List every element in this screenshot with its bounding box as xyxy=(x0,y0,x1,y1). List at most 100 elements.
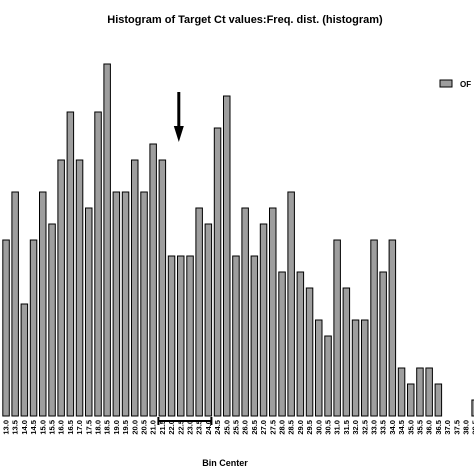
x-tick-label: 23.0 xyxy=(186,420,195,435)
x-tick-label: 13.5 xyxy=(11,420,20,435)
bar-29.0 xyxy=(296,271,305,417)
bar-32.0 xyxy=(351,319,360,417)
x-tick-label: 36.5 xyxy=(434,420,443,435)
x-tick-label: 24.5 xyxy=(213,420,222,435)
chart-title: Histogram of Target Ct values:Freq. dist… xyxy=(107,14,383,26)
bar-28.0 xyxy=(278,271,286,417)
bar-35.5 xyxy=(416,367,424,417)
bar-16.5 xyxy=(66,111,75,417)
x-tick-label: 38.5 xyxy=(471,420,474,435)
x-tick-label: 27.5 xyxy=(268,420,277,435)
x-tick-label: 24.0 xyxy=(204,420,213,435)
bar-31.5 xyxy=(342,287,351,417)
x-tick-label: 19.5 xyxy=(121,420,130,435)
bar-18.0 xyxy=(94,111,102,417)
x-tick-label: 17.0 xyxy=(75,420,84,435)
x-tick-labels: 13.0 13.5 14.0 14.5 15.0 15.5 16.0 16.5 17.0 17.5… xyxy=(2,420,474,435)
x-tick-label: 22.5 xyxy=(176,420,185,435)
bar-23.5 xyxy=(195,207,203,417)
x-tick-label: 35.0 xyxy=(406,420,415,435)
bar-32.5 xyxy=(361,319,369,417)
bar-36.0 xyxy=(425,367,433,417)
x-tick-label: 20.0 xyxy=(130,420,139,435)
bar-22.0 xyxy=(167,255,176,417)
bar-27.0 xyxy=(259,223,268,417)
x-tick-label: 18.5 xyxy=(103,420,112,435)
bar-34.5 xyxy=(397,367,406,417)
bar-34.0 xyxy=(388,239,397,417)
bar-21.5 xyxy=(158,159,167,417)
bar-30.5 xyxy=(324,335,332,417)
x-tick-label: 15.0 xyxy=(38,420,47,435)
x-tick-label: 17.5 xyxy=(84,420,93,435)
arrow-head-icon xyxy=(173,126,184,142)
bar-26.0 xyxy=(241,207,249,417)
bar-24.0 xyxy=(204,223,213,417)
bar-20.5 xyxy=(140,191,148,417)
x-tick-label: 27.0 xyxy=(259,420,268,435)
bar-15.5 xyxy=(48,223,56,417)
x-tick-label: 16.0 xyxy=(57,420,66,435)
x-tick-label: 31.5 xyxy=(342,420,351,435)
x-tick-label: 37.0 xyxy=(443,420,452,435)
bar-group xyxy=(2,63,474,417)
x-tick-label: 19.0 xyxy=(112,420,121,435)
bar-27.5 xyxy=(269,207,277,417)
bar-24.5 xyxy=(213,127,222,417)
bar-13.0 xyxy=(2,239,10,417)
x-tick-label: 13.0 xyxy=(2,420,11,435)
x-tick-label: 30.5 xyxy=(324,420,333,435)
bar-28.5 xyxy=(287,191,295,417)
x-tick-label: 23.5 xyxy=(195,420,204,435)
annotations xyxy=(157,92,213,425)
x-tick-label: 34.5 xyxy=(397,420,406,435)
bar-35.0 xyxy=(407,383,415,417)
x-tick-label: 29.5 xyxy=(305,420,314,435)
x-tick-label: 28.0 xyxy=(278,420,287,435)
bar-17.0 xyxy=(75,159,84,417)
x-tick-label: 36.0 xyxy=(425,420,434,435)
x-tick-label: 26.0 xyxy=(241,420,250,435)
x-tick-label: 31.0 xyxy=(333,420,342,435)
bar-36.5 xyxy=(434,383,443,417)
legend-label: OF xyxy=(460,80,471,89)
x-tick-label: 32.0 xyxy=(351,420,360,435)
bar-19.5 xyxy=(121,191,130,417)
bar-33.0 xyxy=(370,239,378,417)
bar-25.5 xyxy=(232,255,240,417)
x-tick-label: 34.0 xyxy=(388,420,397,435)
x-tick-label: 25.5 xyxy=(232,420,241,435)
bar-17.5 xyxy=(85,207,93,417)
legend: OF xyxy=(439,79,471,89)
bar-14.0 xyxy=(20,303,29,417)
bar-31.0 xyxy=(333,239,341,417)
bar-14.5 xyxy=(29,239,38,417)
bar-38.5 xyxy=(471,399,474,417)
x-tick-label: 33.0 xyxy=(370,420,379,435)
x-tick-label: 33.5 xyxy=(379,420,388,435)
x-tick-label: 20.5 xyxy=(140,420,149,435)
x-tick-label: 30.0 xyxy=(314,420,323,435)
x-tick-label: 35.5 xyxy=(416,420,425,435)
bar-33.5 xyxy=(379,271,387,417)
bar-21.0 xyxy=(149,143,157,417)
x-tick-label: 29.0 xyxy=(296,420,305,435)
x-tick-label: 22.0 xyxy=(167,420,176,435)
bar-16.0 xyxy=(57,159,65,417)
bar-30.0 xyxy=(315,319,323,417)
x-axis-label: Bin Center xyxy=(202,458,248,468)
x-tick-label: 38.0 xyxy=(462,420,471,435)
legend-swatch xyxy=(439,79,453,88)
bar-18.5 xyxy=(103,63,111,417)
bar-15.0 xyxy=(39,191,47,417)
x-tick-label: 28.5 xyxy=(287,420,296,435)
bar-22.5 xyxy=(177,255,185,417)
x-tick-label: 14.5 xyxy=(29,420,38,435)
bar-25.0 xyxy=(223,95,231,417)
x-tick-label: 18.0 xyxy=(94,420,103,435)
bar-29.5 xyxy=(305,287,314,417)
x-tick-label: 14.0 xyxy=(20,420,29,435)
x-tick-label: 21.0 xyxy=(149,420,158,435)
x-tick-label: 37.5 xyxy=(452,420,461,435)
